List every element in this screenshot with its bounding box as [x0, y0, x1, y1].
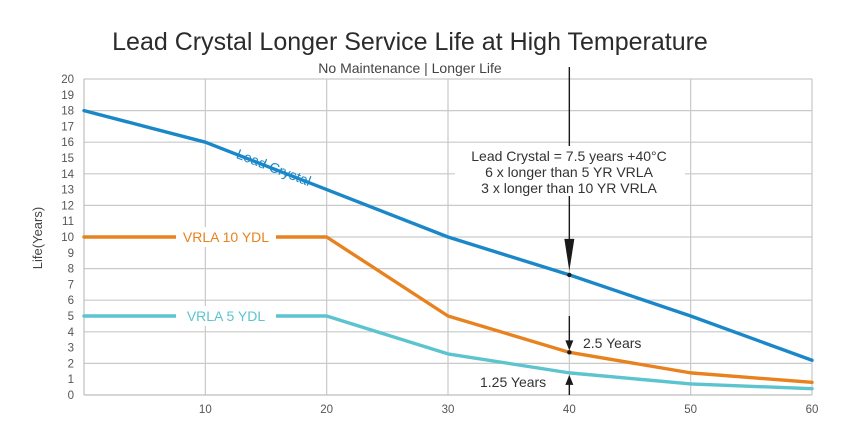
y-tick-label: 0 — [68, 390, 74, 402]
x-tick-label: 20 — [320, 404, 333, 416]
annotation-2-5-years: 2.5 Years — [583, 335, 641, 351]
annotation-text-1: 6 x longer than 5 YR VRLA — [485, 164, 654, 180]
y-tick-label: 11 — [62, 216, 74, 228]
y-tick-label: 6 — [68, 295, 74, 307]
y-tick-label: 12 — [61, 200, 74, 212]
x-tick-label: 50 — [684, 404, 697, 416]
arrow-head-main — [564, 238, 575, 271]
y-tick-label: 8 — [68, 264, 74, 276]
marker-dot-vrla10 — [567, 350, 572, 355]
series-label-1: VRLA 10 YDL — [183, 229, 269, 245]
y-tick-label: 2 — [68, 358, 74, 370]
y-tick-label: 19 — [61, 90, 74, 102]
series-line-1 — [82, 235, 814, 385]
x-tick-label: 10 — [199, 404, 212, 416]
series-line-0 — [82, 108, 814, 362]
y-tick-label: 14 — [61, 169, 74, 181]
series-lines — [82, 108, 814, 391]
chart-title: Lead Crystal Longer Service Life at High… — [112, 28, 708, 56]
annotations: Lead Crystal = 7.5 years +40°C6 x longer… — [455, 67, 685, 395]
y-tick-label: 16 — [61, 137, 74, 149]
y-tick-label: 20 — [61, 74, 74, 86]
y-tick-label: 7 — [68, 279, 74, 291]
x-tick-label: 60 — [806, 404, 819, 416]
annotation-text-0: Lead Crystal = 7.5 years +40°C — [471, 148, 666, 164]
arrow-head-2-5 — [565, 340, 574, 351]
annotation-1-25-years: 1.25 Years — [480, 374, 546, 390]
y-tick-label: 5 — [68, 311, 74, 323]
y-tick-label: 10 — [61, 232, 74, 244]
x-tick-label: 40 — [563, 404, 576, 416]
label-gap — [176, 306, 276, 326]
label-gap — [176, 227, 276, 247]
chart-subtitle: No Maintenance | Longer Life — [318, 60, 502, 76]
marker-dot-lead-crystal — [567, 272, 572, 278]
y-tick-label: 13 — [61, 185, 74, 197]
y-tick-label: 17 — [61, 121, 74, 133]
x-tick-label: 30 — [442, 404, 455, 416]
series-line-2 — [82, 314, 814, 391]
annotation-text-2: 3 x longer than 10 YR VRLA — [481, 180, 657, 196]
grid — [84, 78, 813, 395]
y-axis-label: Life(Years) — [30, 207, 45, 269]
y-tick-label: 1 — [68, 374, 74, 386]
y-tick-label: 9 — [68, 248, 74, 260]
y-tick-label: 3 — [68, 343, 74, 355]
series-label-lead-crystal: Lead Crystal — [234, 146, 313, 190]
series-label-2: VRLA 5 YDL — [187, 308, 266, 324]
annotation-bg — [455, 146, 685, 196]
y-tick-label: 4 — [68, 327, 75, 339]
y-tick-label: 15 — [61, 153, 74, 165]
y-tick-label: 18 — [61, 106, 74, 118]
arrow-head-1-25 — [565, 374, 574, 385]
